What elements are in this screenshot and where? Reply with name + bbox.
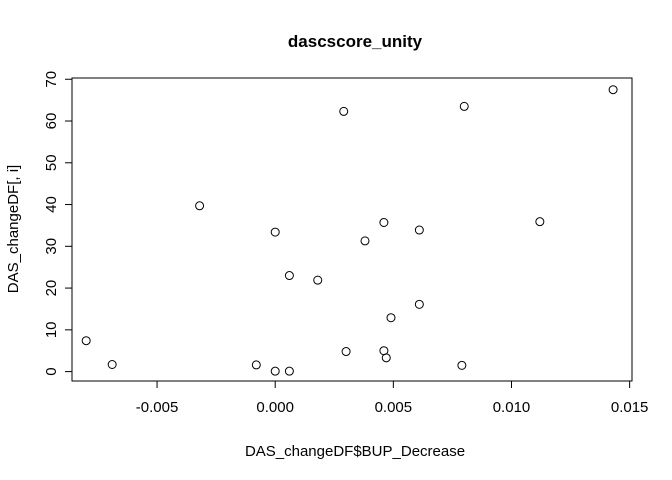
data-point [270, 227, 280, 237]
data-point [457, 360, 467, 370]
x-tick-label: 0.015 [611, 399, 649, 416]
data-point [414, 225, 424, 235]
data-point [339, 106, 349, 116]
x-tick-label: 0.010 [493, 399, 531, 416]
data-point [386, 313, 396, 323]
data-point [459, 101, 469, 111]
data-point [608, 85, 618, 95]
data-point [381, 353, 391, 363]
y-tick-label: 20 [43, 280, 60, 297]
x-tick-label: 0.005 [375, 399, 413, 416]
data-point [81, 336, 91, 346]
y-tick-label: 50 [43, 154, 60, 171]
y-axis-label: DAS_changeDF[, i] [5, 165, 22, 293]
y-tick-label: 0 [43, 367, 60, 375]
y-tick-label: 70 [43, 71, 60, 88]
x-axis: -0.005 0.000 0.005 0.010 0.015 [136, 380, 649, 416]
chart-title: dascscore_unity [288, 32, 423, 51]
data-point [360, 236, 370, 246]
data-point [284, 271, 294, 281]
y-tick-label: 10 [43, 321, 60, 338]
x-axis-label: DAS_changeDF$BUP_Decrease [245, 443, 465, 460]
data-point [251, 360, 261, 370]
plot-area-frame [71, 77, 633, 382]
data-point [379, 218, 389, 228]
data-point [535, 217, 545, 227]
y-tick-label: 30 [43, 238, 60, 255]
data-point [270, 366, 280, 376]
y-tick-label: 40 [43, 196, 60, 213]
data-points [81, 85, 618, 376]
y-axis: 0 10 20 30 40 50 60 70 [43, 71, 73, 376]
data-point [341, 347, 351, 357]
data-point [195, 201, 205, 211]
data-point [284, 366, 294, 376]
data-point [313, 275, 323, 285]
data-point [414, 299, 424, 309]
data-point [107, 360, 117, 370]
x-tick-label: 0.000 [256, 399, 294, 416]
y-tick-label: 60 [43, 113, 60, 130]
x-tick-label: -0.005 [136, 399, 179, 416]
